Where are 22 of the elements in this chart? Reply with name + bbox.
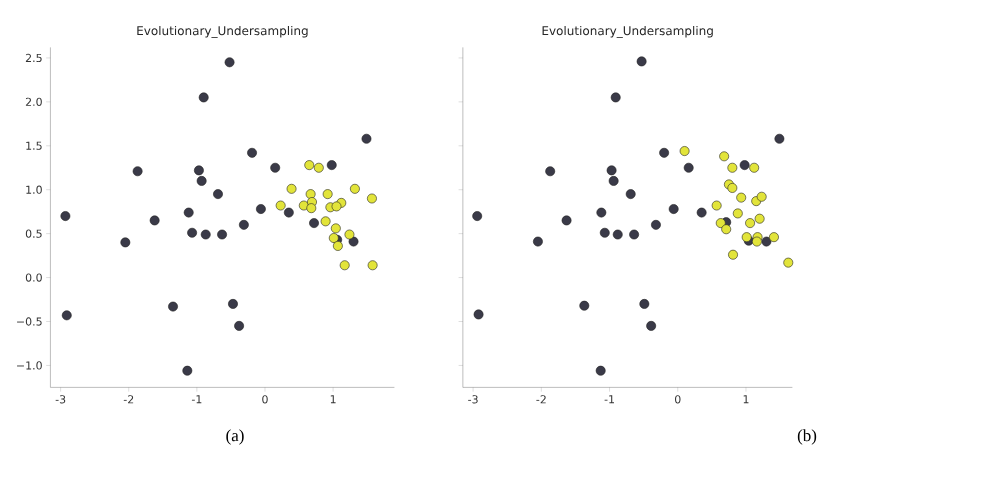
y-tick-label: 2.0 — [25, 97, 42, 107]
x-tick-label: 0 — [674, 395, 681, 404]
x-tick-label: -3 — [55, 395, 66, 404]
y-tick-label: 0.5 — [25, 229, 42, 238]
chart-title: Evolutionary_Undersampling — [137, 25, 308, 38]
text: (a) — [226, 429, 244, 445]
text: (b) — [797, 429, 817, 445]
x-tick-label: 1 — [330, 395, 336, 404]
y-tick-label: 1.0 — [26, 185, 42, 194]
x-tick-label: 1 — [743, 395, 749, 404]
y-tick-label: 0.0 — [25, 273, 42, 282]
y-tick-label: 2.5 — [25, 53, 42, 63]
x-tick-label: -1 — [191, 395, 202, 404]
y-tick-label: 1.5 — [26, 141, 42, 150]
x-tick-label: -2 — [536, 395, 546, 404]
x-tick-label: -2 — [123, 395, 134, 404]
y-tick-label: −0.5 — [17, 317, 42, 326]
x-tick-label: -1 — [604, 395, 615, 404]
chart-title: Evolutionary_Undersampling — [542, 25, 713, 38]
x-tick-label: -3 — [468, 395, 478, 404]
x-tick-label: 0 — [262, 395, 268, 404]
y-tick-label: −1.0 — [17, 361, 42, 370]
